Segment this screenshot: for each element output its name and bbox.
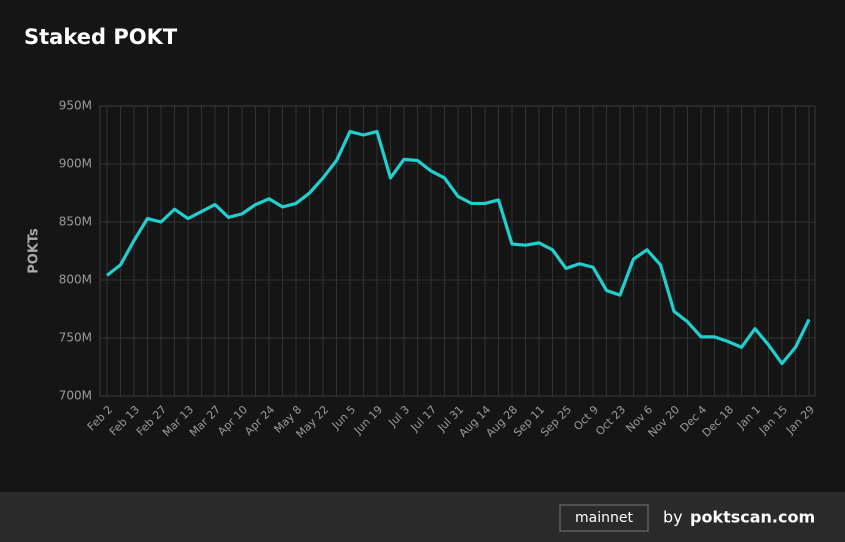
- y-tick-label: 700M: [59, 389, 92, 403]
- y-tick-label: 850M: [59, 215, 92, 229]
- network-badge[interactable]: [559, 504, 649, 532]
- y-tick-label: 900M: [59, 157, 92, 171]
- footer-by: by: [663, 508, 683, 527]
- y-axis-label: POKTs: [27, 228, 42, 274]
- chart-background: [0, 0, 845, 492]
- footer-site[interactable]: poktscan.com: [690, 508, 815, 527]
- footer-bar: [0, 492, 845, 542]
- y-tick-label: 800M: [59, 273, 92, 287]
- plot-frame: [99, 105, 816, 397]
- chart-title: Staked POKT: [24, 25, 178, 49]
- y-tick-label: 950M: [59, 99, 92, 113]
- network-label[interactable]: mainnet: [575, 510, 633, 526]
- data-line: [106, 129, 811, 366]
- y-tick-label: 750M: [59, 331, 92, 345]
